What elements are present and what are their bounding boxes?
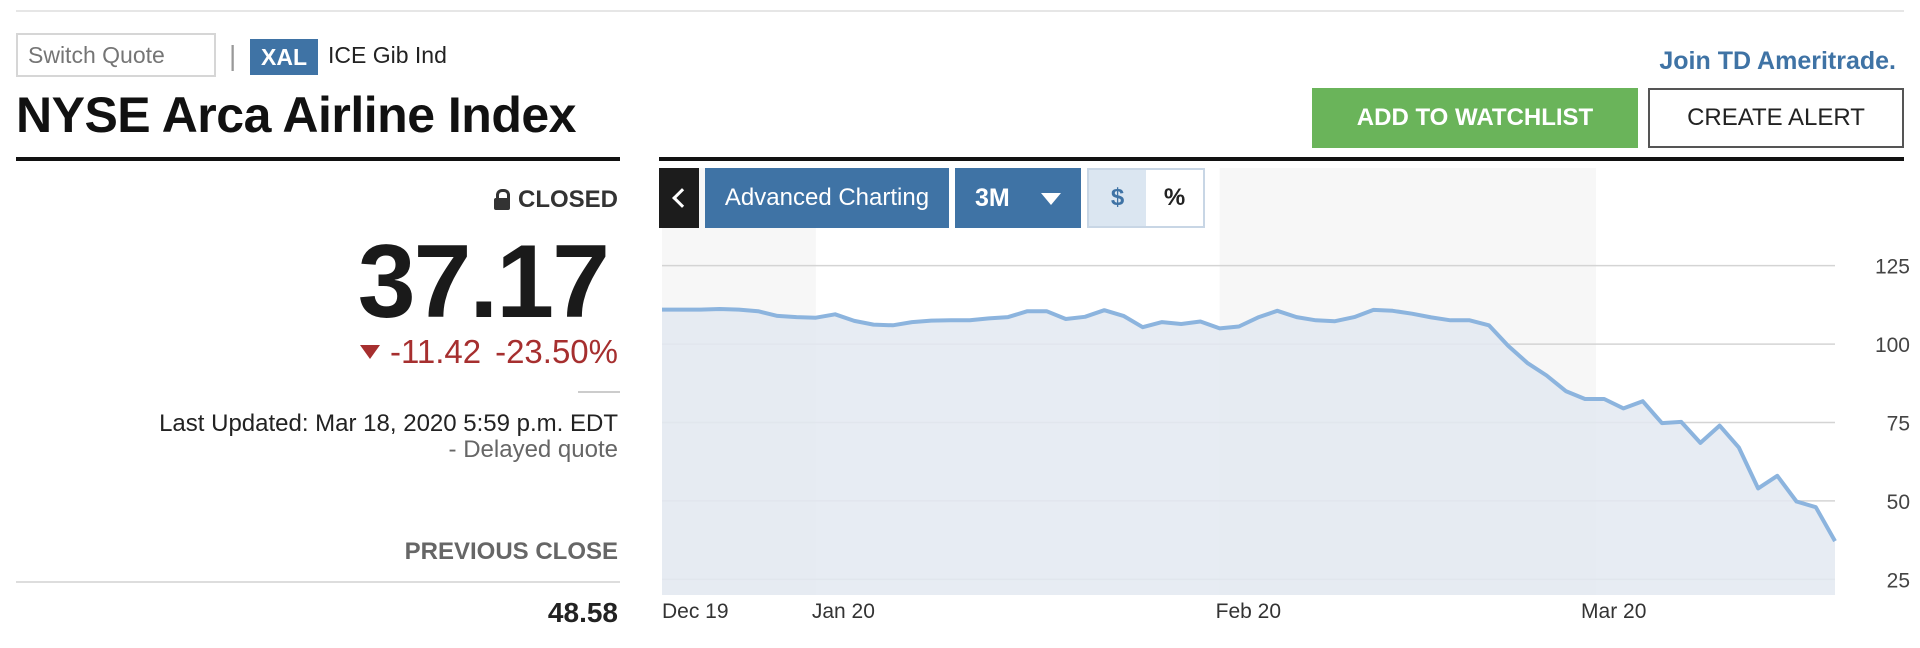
top-divider — [16, 10, 1904, 12]
dollar-mode-button[interactable]: $ — [1089, 170, 1146, 226]
chevron-left-icon — [671, 188, 692, 208]
ticker-badge: XAL — [250, 39, 318, 75]
y-tick-label: 125 — [1875, 256, 1910, 279]
x-tick-label: Feb 20 — [1216, 600, 1281, 623]
range-dropdown[interactable]: 3M — [955, 168, 1081, 228]
switch-quote-input[interactable] — [16, 33, 216, 77]
chart-top-rule — [659, 157, 1904, 161]
market-status-label: CLOSED — [517, 186, 618, 213]
join-td-ameritrade-link[interactable]: Join TD Ameritrade. — [1659, 47, 1896, 75]
x-tick-label: Mar 20 — [1581, 600, 1646, 623]
down-arrow-icon — [359, 345, 380, 359]
previous-close-label: PREVIOUS CLOSE — [404, 538, 618, 565]
title-underline — [16, 157, 620, 161]
add-to-watchlist-button[interactable]: ADD TO WATCHLIST — [1312, 88, 1638, 148]
price-line — [662, 307, 1837, 543]
price-change: -11.42 — [389, 333, 482, 370]
market-status: CLOSED — [493, 186, 618, 214]
value-mode-toggle: $ % — [1087, 168, 1205, 228]
lock-icon — [493, 189, 510, 211]
delayed-quote-note: - Delayed quote — [448, 436, 618, 463]
percent-mode-button[interactable]: % — [1146, 170, 1203, 226]
previous-close-value: 48.58 — [547, 597, 618, 628]
price-area — [662, 309, 1835, 595]
range-value: 3M — [975, 183, 1010, 212]
separator: | — [229, 40, 237, 71]
previous-close-divider — [16, 581, 620, 583]
advanced-charting-button[interactable]: Advanced Charting — [705, 168, 949, 228]
last-price: 37.17 — [357, 224, 610, 340]
create-alert-button[interactable]: CREATE ALERT — [1648, 88, 1904, 148]
change-row: -11.42 -23.50% — [359, 333, 618, 371]
x-tick-label: Dec 19 — [662, 600, 729, 623]
y-tick-label: 100 — [1875, 334, 1910, 357]
exchange-label: ICE Gib Ind — [328, 42, 447, 68]
caret-down-icon — [1041, 193, 1061, 205]
y-tick-label: 75 — [1887, 413, 1910, 436]
y-tick-label: 25 — [1887, 569, 1910, 592]
collapse-panel-button[interactable] — [659, 168, 699, 228]
x-tick-label: Jan 20 — [812, 600, 875, 623]
page-title: NYSE Arca Airline Index — [16, 87, 576, 143]
price-change-percent: -23.50% — [495, 333, 618, 370]
last-updated: Last Updated: Mar 18, 2020 5:59 p.m. EDT — [159, 410, 618, 437]
y-tick-label: 50 — [1887, 491, 1910, 514]
divider — [578, 391, 620, 393]
